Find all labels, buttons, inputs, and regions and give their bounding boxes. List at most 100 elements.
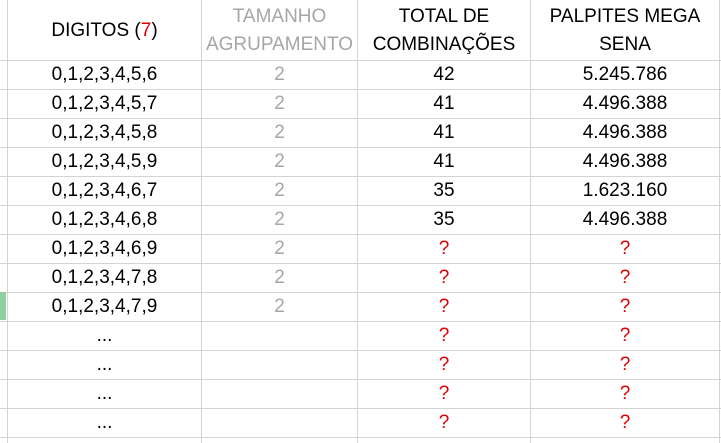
cell-tamanho[interactable]	[202, 351, 357, 379]
cell-digitos[interactable]: 0,1,2,3,4,5,9	[8, 148, 201, 176]
cell-palpites[interactable]: ?	[531, 264, 719, 292]
cell-total-value: ?	[438, 267, 450, 288]
header-digitos-label: DIGITOS (	[51, 20, 141, 41]
header-tamanho-line1: TAMANHO	[232, 6, 327, 27]
cell-palpites-value: 4.496.388	[582, 122, 668, 143]
cell-total[interactable]: 41	[358, 119, 530, 147]
cell-palpites[interactable]: 4.496.388	[531, 148, 719, 176]
cell-digitos[interactable]: 0,1,2,3,4,5,8	[8, 119, 201, 147]
header-tamanho-agrupamento[interactable]: TAMANHO AGRUPAMENTO	[202, 2, 357, 60]
cell-palpites-value: ?	[619, 354, 631, 375]
cell-palpites[interactable]: 5.245.786	[531, 61, 719, 89]
cell-digitos-value: ...	[96, 412, 113, 433]
grid-line	[0, 292, 721, 293]
cell-digitos[interactable]: 0,1,2,3,4,7,9	[8, 293, 201, 321]
header-total-combinacoes[interactable]: TOTAL DE COMBINAÇÕES	[358, 2, 530, 60]
cell-total[interactable]: ?	[358, 264, 530, 292]
cell-palpites[interactable]: ?	[531, 351, 719, 379]
cell-tamanho[interactable]: 2	[202, 90, 357, 118]
cell-digitos[interactable]: 0,1,2,3,4,6,9	[8, 235, 201, 263]
cell-total[interactable]: ?	[358, 351, 530, 379]
grid-line	[0, 350, 721, 351]
cell-total[interactable]: ?	[358, 293, 530, 321]
cell-palpites-value: 5.245.786	[582, 64, 668, 85]
cell-total[interactable]: ?	[358, 380, 530, 408]
cell-palpites-value: 4.496.388	[582, 151, 668, 172]
cell-digitos[interactable]: 0,1,2,3,4,5,6	[8, 61, 201, 89]
cell-tamanho[interactable]: 2	[202, 264, 357, 292]
cell-palpites[interactable]: ?	[531, 380, 719, 408]
cell-digitos-value: 0,1,2,3,4,7,9	[51, 296, 158, 317]
grid-line	[0, 437, 721, 438]
cell-total[interactable]: 41	[358, 148, 530, 176]
cell-tamanho[interactable]: 2	[202, 61, 357, 89]
cell-palpites[interactable]: ?	[531, 409, 719, 437]
cell-palpites[interactable]: ?	[531, 293, 719, 321]
cell-tamanho[interactable]	[202, 322, 357, 350]
cell-total-value: 42	[433, 64, 455, 85]
cell-digitos[interactable]: ...	[8, 322, 201, 350]
cell-total[interactable]: 41	[358, 90, 530, 118]
cell-total-value: 35	[433, 180, 455, 201]
cell-palpites-value: ?	[619, 267, 631, 288]
cell-tamanho[interactable]: 2	[202, 148, 357, 176]
cell-palpites[interactable]: 4.496.388	[531, 119, 719, 147]
cell-palpites-value: ?	[619, 383, 631, 404]
header-digitos-close: )	[151, 20, 158, 41]
cell-palpites[interactable]: ?	[531, 235, 719, 263]
cell-total-value: 41	[433, 93, 455, 114]
cell-tamanho[interactable]	[202, 380, 357, 408]
grid-line	[357, 0, 358, 443]
cell-digitos-value: 0,1,2,3,4,7,8	[51, 267, 158, 288]
cell-digitos-value: 0,1,2,3,4,5,6	[51, 64, 158, 85]
cell-palpites[interactable]: 1.623.160	[531, 177, 719, 205]
cell-tamanho[interactable]: 2	[202, 177, 357, 205]
cell-digitos[interactable]: ...	[8, 380, 201, 408]
cell-total-value: ?	[438, 238, 450, 259]
header-digitos[interactable]: DIGITOS (7)	[8, 2, 201, 60]
cell-total[interactable]: ?	[358, 409, 530, 437]
cell-digitos-value: 0,1,2,3,4,5,7	[51, 93, 158, 114]
grid-line	[201, 0, 202, 443]
cell-palpites-value: ?	[619, 238, 631, 259]
cell-tamanho[interactable]: 2	[202, 235, 357, 263]
cell-palpites-value: 1.623.160	[582, 180, 668, 201]
cell-tamanho[interactable]: 2	[202, 293, 357, 321]
cell-digitos-value: 0,1,2,3,4,6,8	[51, 209, 158, 230]
cell-tamanho-value: 2	[274, 267, 285, 288]
cell-tamanho-value: 2	[274, 180, 285, 201]
cell-total[interactable]: 42	[358, 61, 530, 89]
header-palpites-line1: PALPITES MEGA	[549, 6, 701, 27]
cell-digitos-value: ...	[96, 325, 113, 346]
cell-tamanho[interactable]: 2	[202, 119, 357, 147]
grid-line	[0, 176, 721, 177]
cell-tamanho[interactable]: 2	[202, 206, 357, 234]
cell-digitos[interactable]: 0,1,2,3,4,6,7	[8, 177, 201, 205]
cell-digitos[interactable]: 0,1,2,3,4,5,7	[8, 90, 201, 118]
cell-palpites[interactable]: ?	[531, 322, 719, 350]
cell-tamanho[interactable]	[202, 409, 357, 437]
cell-total[interactable]: ?	[358, 235, 530, 263]
cell-total[interactable]: ?	[358, 322, 530, 350]
cell-palpites-value: 4.496.388	[582, 209, 668, 230]
cell-digitos-value: ...	[96, 354, 113, 375]
cell-palpites[interactable]: 4.496.388	[531, 90, 719, 118]
cell-total[interactable]: 35	[358, 206, 530, 234]
cell-total-value: ?	[438, 412, 450, 433]
cell-digitos[interactable]: 0,1,2,3,4,6,8	[8, 206, 201, 234]
cell-total-value: ?	[438, 325, 450, 346]
cell-palpites-value: 4.496.388	[582, 93, 668, 114]
header-palpites-line2: SENA	[599, 34, 651, 55]
cell-tamanho-value: 2	[274, 151, 285, 172]
grid-line	[530, 0, 531, 443]
grid-line	[0, 147, 721, 148]
grid-line	[0, 205, 721, 206]
header-palpites-mega-sena[interactable]: PALPITES MEGA SENA	[531, 2, 719, 60]
cell-total-value: ?	[438, 383, 450, 404]
cell-total[interactable]: 35	[358, 177, 530, 205]
cell-digitos[interactable]: 0,1,2,3,4,7,8	[8, 264, 201, 292]
cell-digitos[interactable]: ...	[8, 351, 201, 379]
cell-palpites[interactable]: 4.496.388	[531, 206, 719, 234]
cell-digitos[interactable]: ...	[8, 409, 201, 437]
